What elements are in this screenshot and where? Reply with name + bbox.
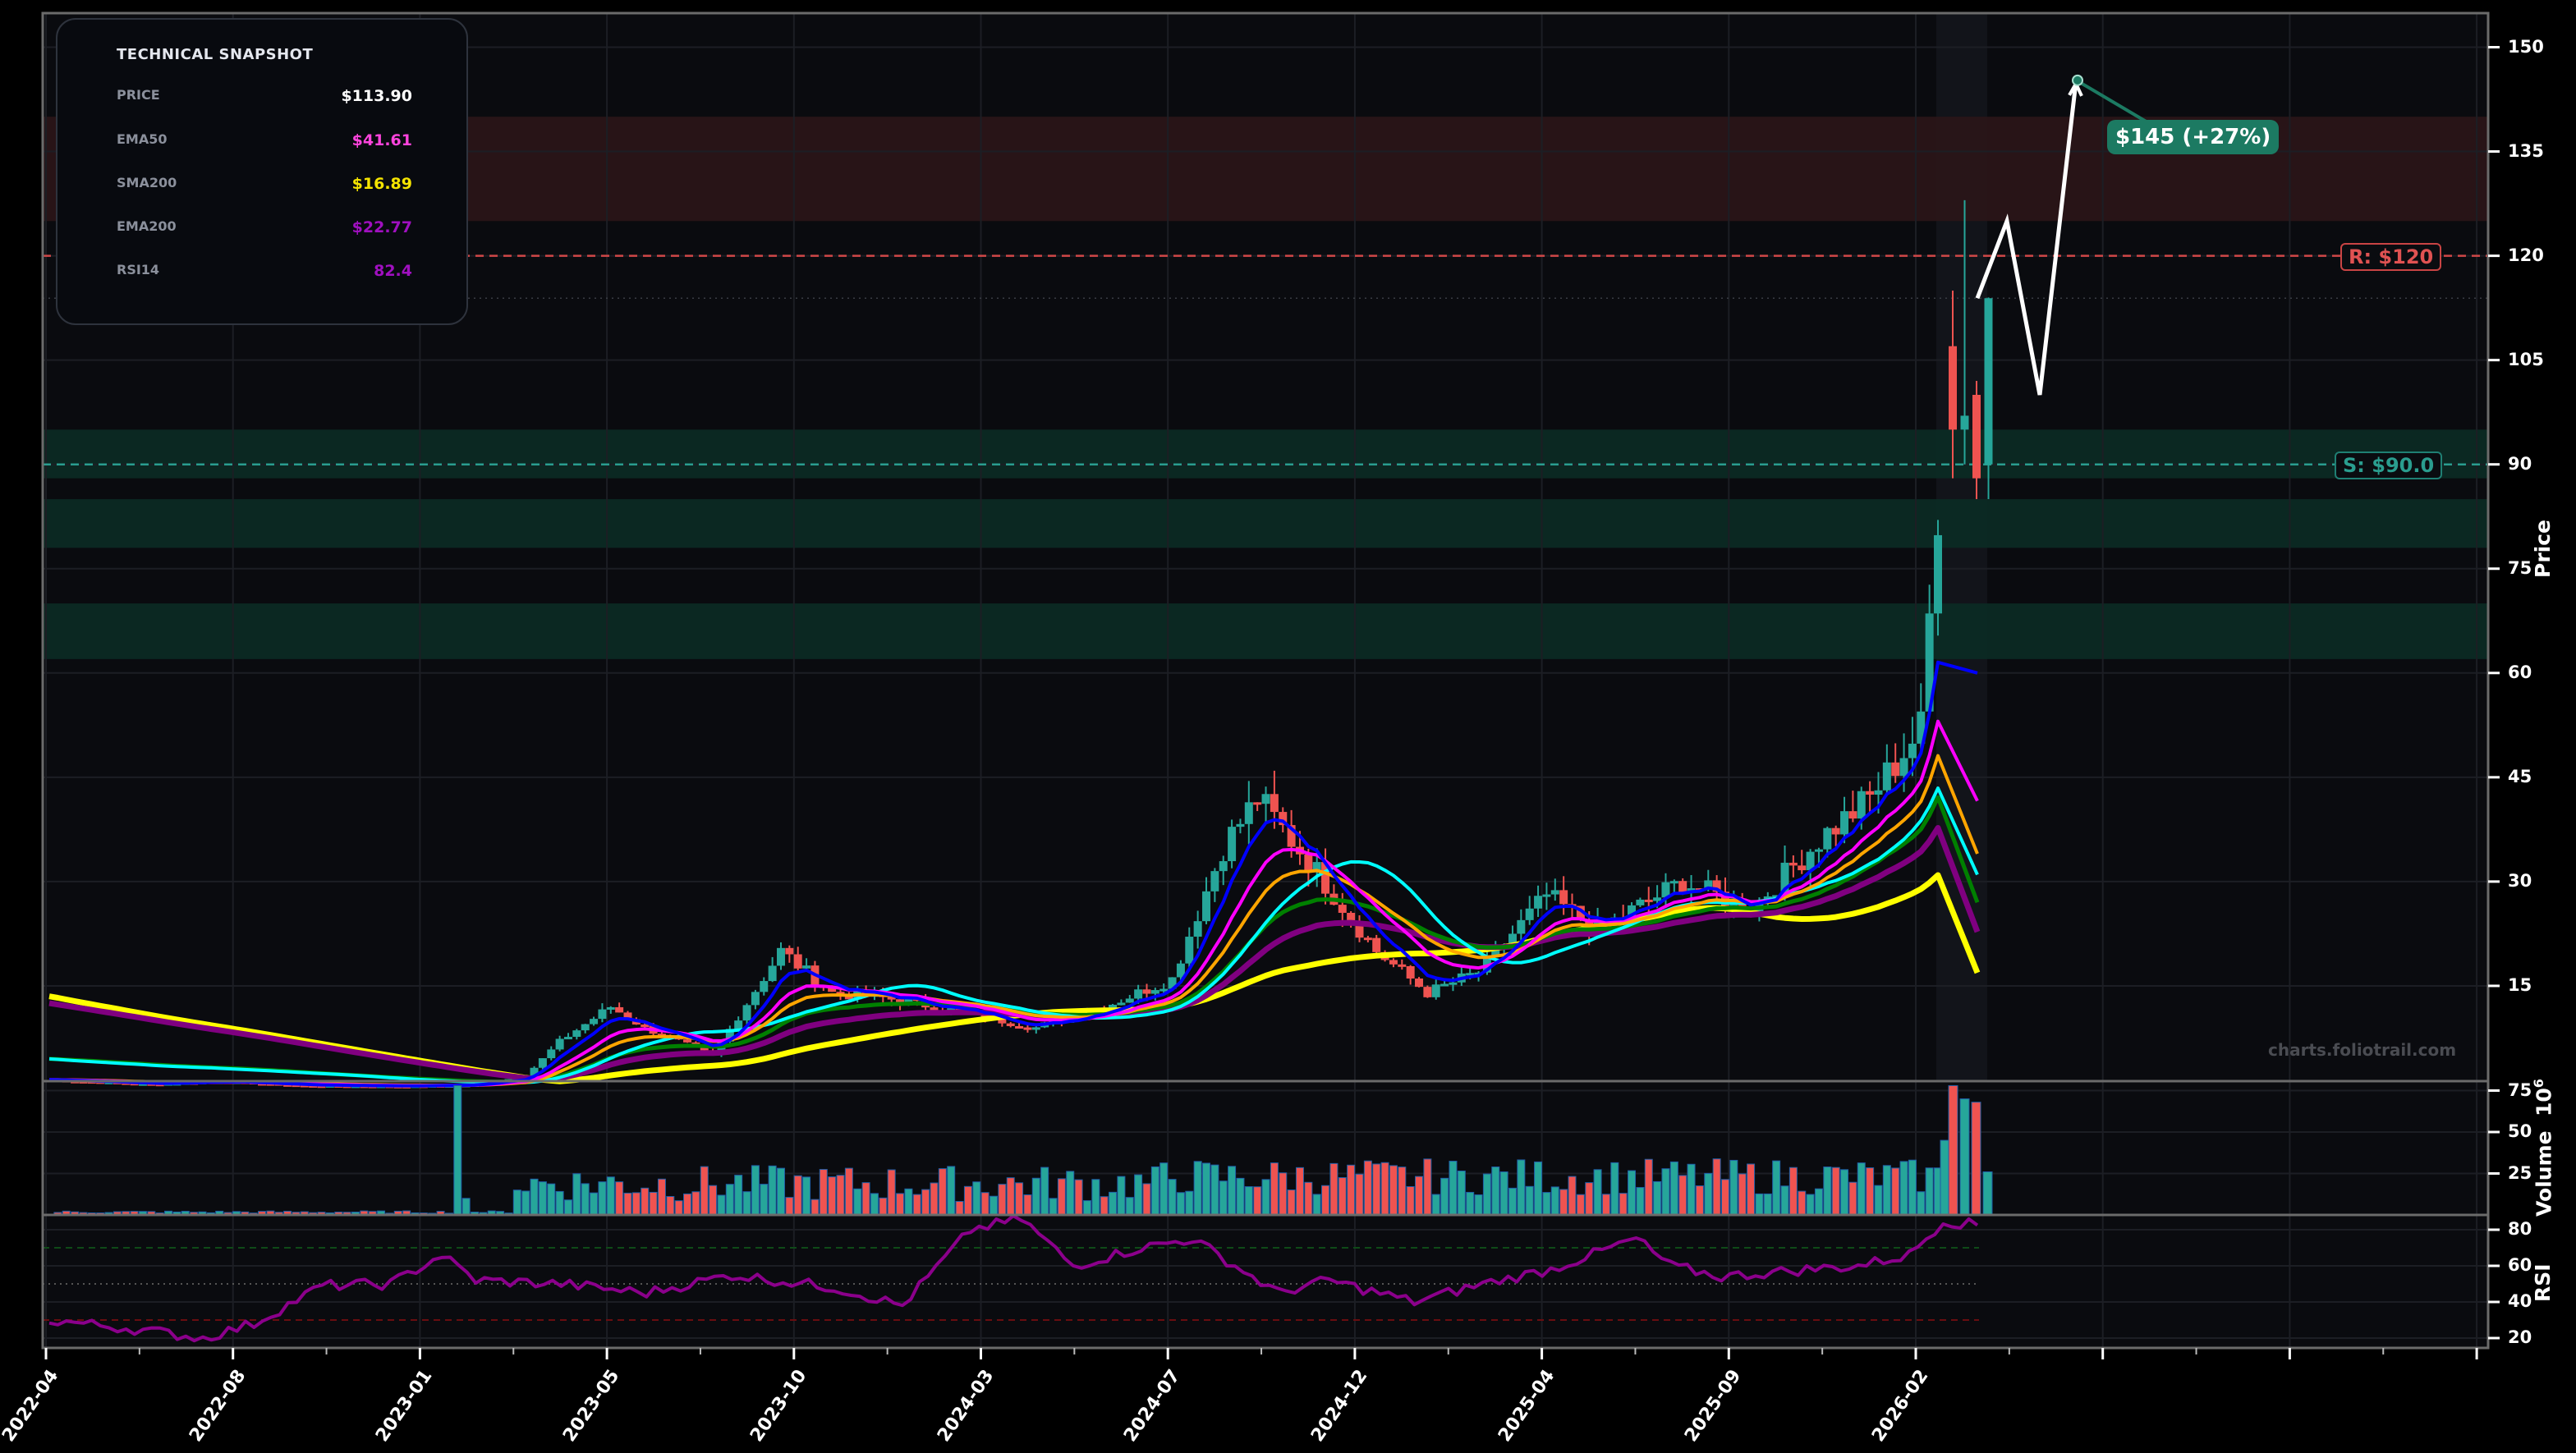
volume-exponent: 10 [2532, 1088, 2556, 1117]
price-axis-title: Price [2531, 520, 2555, 578]
watermark: charts.foliotrail.com [2268, 1040, 2457, 1060]
technical-snapshot-panel: TECHNICAL SNAPSHOT PRICE $113.90 EMA50 $… [56, 18, 468, 325]
snapshot-title: TECHNICAL SNAPSHOT [117, 46, 314, 63]
price-tick-label: 135 [2508, 140, 2544, 161]
snapshot-value: $22.77 [351, 218, 412, 236]
support-label: S: $90.0 [2335, 451, 2443, 479]
rsi-tick-label: 60 [2508, 1255, 2532, 1275]
snapshot-row-ema50: EMA50 $41.61 [117, 131, 412, 156]
volume-tick-label: 75 [2508, 1079, 2532, 1100]
price-tick-label: 60 [2508, 662, 2532, 682]
price-tick-label: 15 [2508, 974, 2532, 995]
snapshot-label: EMA200 [117, 218, 177, 234]
rsi-tick-label: 80 [2508, 1219, 2532, 1239]
price-target-label: $145 (+27%) [2107, 120, 2280, 154]
snapshot-label: EMA50 [117, 131, 168, 147]
price-tick-label: 30 [2508, 870, 2532, 891]
volume-tick-label: 25 [2508, 1162, 2532, 1183]
snapshot-value: 82.4 [374, 262, 412, 280]
snapshot-row-rsi14: RSI14 82.4 [117, 262, 412, 286]
price-tick-label: 105 [2508, 349, 2544, 369]
volume-bars [53, 1084, 1993, 1216]
resistance-label: R: $120 [2340, 243, 2442, 271]
price-tick-label: 75 [2508, 557, 2532, 578]
price-tick-label: 150 [2508, 36, 2544, 57]
snapshot-label: RSI14 [117, 262, 160, 277]
snapshot-label: PRICE [117, 87, 160, 103]
snapshot-label: SMA200 [117, 175, 177, 190]
price-tick-label: 45 [2508, 766, 2532, 786]
volume-exponent-power: 6 [2531, 1079, 2546, 1089]
price-tick-label: 120 [2508, 245, 2544, 265]
snapshot-value: $41.61 [351, 131, 412, 149]
snapshot-row-price: PRICE $113.90 [117, 87, 412, 112]
volume-axis-title: Volume 106 [2531, 1079, 2555, 1217]
volume-title-text: Volume [2532, 1130, 2556, 1217]
snapshot-row-ema200: EMA200 $22.77 [117, 218, 412, 243]
volume-tick-label: 50 [2508, 1121, 2532, 1141]
snapshot-value: $16.89 [351, 175, 412, 193]
snapshot-value: $113.90 [341, 87, 412, 105]
snapshot-row-sma200: SMA200 $16.89 [117, 175, 412, 199]
price-tick-label: 90 [2508, 453, 2532, 474]
rsi-tick-label: 20 [2508, 1327, 2532, 1347]
rsi-tick-label: 40 [2508, 1291, 2532, 1311]
rsi-axis-title: RSI [2531, 1263, 2555, 1302]
